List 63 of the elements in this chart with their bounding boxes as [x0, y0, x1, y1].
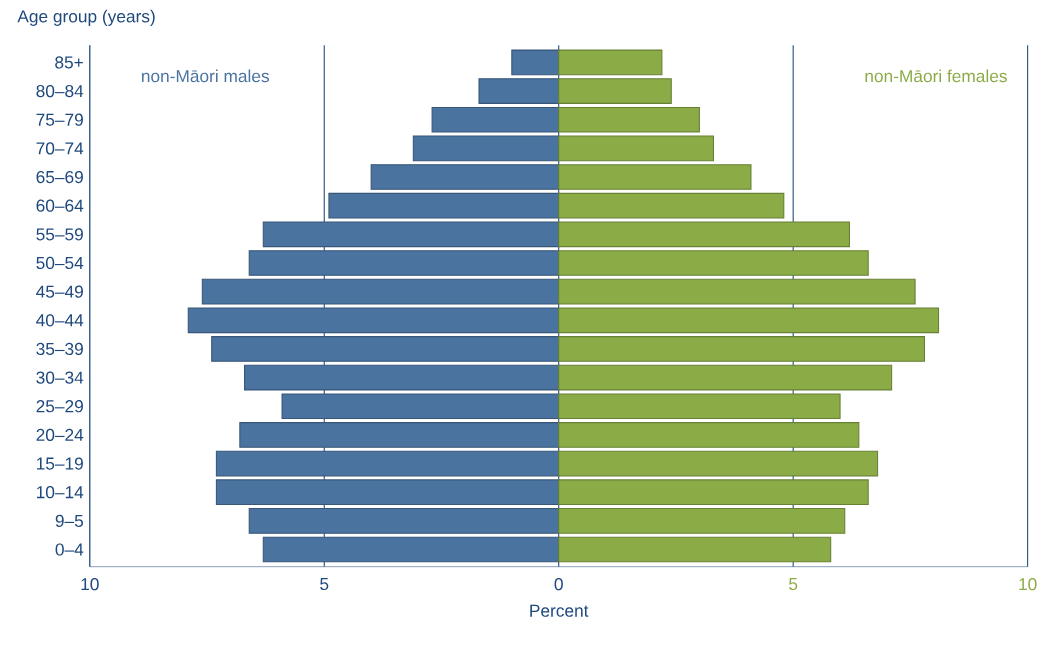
- bar: [239, 422, 560, 448]
- y-tick-label: 55–59: [36, 228, 83, 241]
- y-tick-label: 20–24: [36, 429, 84, 442]
- y-tick-label: 10–14: [36, 486, 84, 499]
- y-axis-title: Age group (years): [17, 10, 155, 27]
- y-tick-label: 70–74: [36, 142, 84, 155]
- y-tick-label: 35–39: [36, 343, 83, 356]
- bar: [558, 164, 752, 191]
- y-tick-label: 85+: [55, 56, 83, 69]
- y-tick-label: 30–34: [36, 371, 84, 384]
- bar: [558, 49, 663, 76]
- bar: [215, 450, 560, 477]
- y-tick-label: 80–84: [36, 85, 84, 98]
- bar: [511, 49, 560, 76]
- bar: [412, 135, 560, 162]
- bar: [431, 107, 560, 133]
- x-tick-label: 10: [81, 578, 99, 591]
- bar: [558, 479, 869, 506]
- bar: [558, 107, 700, 133]
- x-tick-label: 5: [320, 578, 329, 591]
- bar: [478, 78, 560, 105]
- bar: [558, 193, 785, 219]
- bar: [211, 336, 560, 363]
- bar: [244, 365, 560, 391]
- x-tick-label: 0: [554, 578, 563, 591]
- bar: [558, 78, 672, 105]
- y-tick-label: 50–54: [36, 257, 84, 270]
- bar: [558, 393, 841, 420]
- y-tick-label: 40–44: [36, 314, 84, 327]
- y-tick-label: 25–29: [36, 400, 83, 413]
- x-tick-label: 10: [1019, 578, 1037, 591]
- bar: [215, 479, 560, 506]
- text: non-Māori males: [141, 69, 269, 83]
- x-axis-title: Percent: [530, 605, 589, 618]
- bar: [248, 508, 560, 534]
- bar: [328, 193, 560, 219]
- y-tick-label: 15–19: [36, 457, 83, 470]
- x-tick-label: 5: [789, 578, 798, 591]
- bar: [558, 250, 869, 277]
- bar: [558, 450, 879, 477]
- bar: [558, 307, 940, 334]
- bar: [262, 221, 560, 248]
- bar: [558, 336, 925, 363]
- bar: [558, 508, 846, 534]
- bar: [262, 536, 560, 563]
- bar: [248, 250, 560, 277]
- bar: [187, 307, 560, 334]
- bar: [558, 135, 714, 162]
- text: non-Māori females: [865, 69, 1007, 83]
- y-tick-label: 0–4: [55, 543, 84, 556]
- y-tick-label: 60–64: [36, 199, 84, 213]
- bar: [558, 536, 832, 563]
- y-tick-label: 45–49: [36, 285, 83, 299]
- y-tick-label: 75–79: [36, 113, 83, 127]
- bar: [370, 164, 560, 191]
- bar: [558, 221, 850, 248]
- bar: [281, 393, 560, 420]
- bar: [558, 365, 893, 391]
- y-tick-label: 9–5: [55, 514, 84, 528]
- bar: [558, 279, 916, 305]
- bar: [201, 279, 560, 305]
- bar: [558, 422, 860, 448]
- y-tick-label: 65–69: [36, 171, 83, 184]
